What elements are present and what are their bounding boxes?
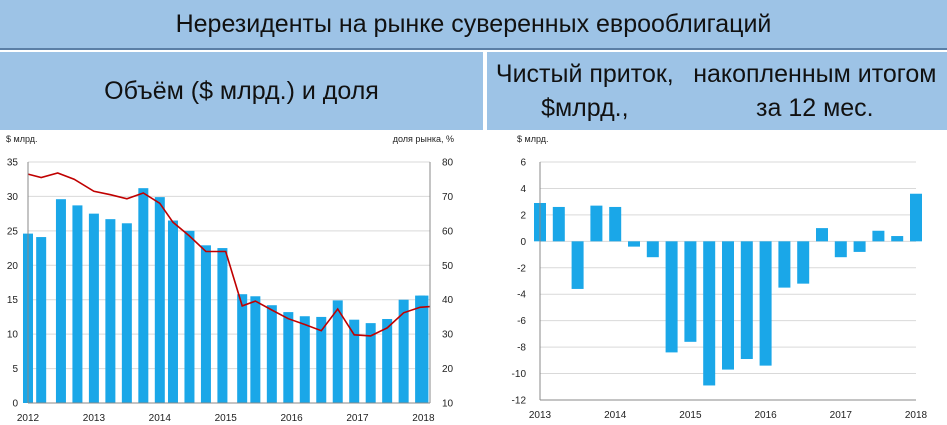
left-chart-subtitle: Объём ($ млрд.) и доля (0, 52, 485, 130)
volume-bar (88, 213, 99, 403)
volume-bar (55, 199, 66, 403)
volume-bar (105, 219, 116, 403)
y-tick-label: 15 (7, 295, 19, 306)
y-tick-label: 35 (7, 158, 19, 169)
y2-tick-label: 50 (442, 261, 454, 272)
volume-bar (121, 223, 132, 403)
volume-bar (365, 323, 376, 403)
inflow-bar (816, 228, 828, 242)
inflow-bar (646, 241, 659, 258)
volume-bar (72, 205, 83, 403)
x-tick-label: 2016 (754, 410, 777, 421)
y-tick-label: -4 (517, 290, 526, 301)
y-tick-label: 25 (7, 226, 19, 237)
x-tick-label: 2015 (215, 413, 238, 424)
volume-share-chart: 0 5 10 15 20 25 30 35 10 20 30 40 50 60 70 80 $ млрд. дол… (6, 134, 454, 424)
volume-bar (237, 294, 248, 403)
volume-bar (36, 237, 47, 403)
y-tick-label: -12 (512, 396, 527, 407)
inflow-bar (910, 193, 922, 242)
right-subtitle-line-2: накопленным итогом за 12 мес. (693, 60, 937, 122)
right-chart-subtitle: Чистый приток, $млрд., накопленным итого… (487, 52, 947, 130)
y-tick-label: 0 (520, 237, 526, 248)
volume-bar (398, 299, 409, 403)
y-tick-label: 30 (7, 192, 19, 203)
inflow-bar (797, 241, 810, 284)
volume-bar (138, 188, 149, 403)
y-tick-label: 6 (520, 158, 526, 169)
inflow-bar (665, 241, 678, 353)
volume-bar (332, 300, 343, 403)
page-title: Нерезиденты на рынке суверенных еврообли… (0, 0, 947, 50)
y2-tick-label: 70 (442, 192, 454, 203)
x-tick-label: 2013 (83, 413, 106, 424)
inflow-bar (853, 241, 866, 252)
inflow-bar (684, 241, 697, 342)
volume-bar (418, 295, 429, 403)
inflow-bar (778, 241, 791, 288)
volume-bar (316, 316, 327, 403)
y-tick-label: -10 (512, 369, 527, 380)
y2-tick-label: 40 (442, 295, 454, 306)
volume-bar (200, 245, 211, 403)
volume-bar (299, 316, 310, 403)
y-axis-label: $ млрд. (517, 134, 549, 144)
inflow-bar (590, 205, 603, 242)
volume-bar (167, 220, 178, 403)
x-tick-label: 2017 (346, 413, 369, 424)
share-line (27, 172, 431, 337)
x-tick-label: 2012 (17, 413, 40, 424)
inflow-bar (891, 236, 904, 242)
y-tick-label: -6 (517, 316, 526, 327)
x-tick-label: 2018 (905, 410, 928, 421)
x-tick-label: 2014 (149, 413, 172, 424)
y-tick-label: 5 (12, 364, 18, 375)
x-tick-label: 2016 (280, 413, 303, 424)
inflow-bar (703, 241, 716, 386)
inflow-bar (759, 241, 772, 366)
x-tick-label: 2015 (679, 410, 702, 421)
volume-bar (154, 197, 165, 403)
right-subtitle-line-1: Чистый приток, $млрд., (495, 60, 674, 122)
volume-bar (184, 230, 195, 403)
volume-bar (349, 319, 360, 403)
y-tick-label: 10 (7, 330, 19, 341)
x-tick-label: 2017 (830, 410, 853, 421)
inflow-bar (834, 241, 847, 258)
net-inflow-chart: -12 -10 -8 -6 -4 -2 0 2 4 6 $ млрд. 2013 2014 2015 201… (512, 134, 928, 421)
volume-bar (250, 296, 261, 403)
inflow-bar (740, 241, 753, 360)
y2-tick-label: 30 (442, 330, 454, 341)
y-tick-label: 4 (520, 184, 526, 195)
inflow-bar (609, 206, 622, 242)
volume-bar (217, 248, 228, 403)
inflow-bar (872, 230, 885, 242)
x-tick-label: 2014 (604, 410, 627, 421)
y-tick-label: 0 (12, 399, 18, 410)
y2-tick-label: 20 (442, 364, 454, 375)
inflow-bar (722, 241, 734, 370)
volume-bar (283, 312, 294, 403)
y-axis-label: $ млрд. (6, 134, 38, 144)
inflow-bar (628, 241, 640, 247)
y-tick-label: -2 (517, 263, 526, 274)
inflow-bar (571, 241, 584, 289)
y2-tick-label: 80 (442, 158, 454, 169)
y-tick-label: 20 (7, 261, 19, 272)
volume-bar (382, 318, 393, 403)
volume-bar (266, 305, 277, 403)
x-tick-label: 2018 (412, 413, 435, 424)
y2-axis-label: доля рынка, % (393, 134, 454, 144)
x-tick-label: 2013 (529, 410, 552, 421)
y2-tick-label: 10 (442, 399, 454, 410)
y-tick-label: -8 (517, 343, 526, 354)
y-tick-label: 2 (520, 210, 526, 221)
y2-tick-label: 60 (442, 226, 454, 237)
inflow-bar (552, 206, 565, 242)
